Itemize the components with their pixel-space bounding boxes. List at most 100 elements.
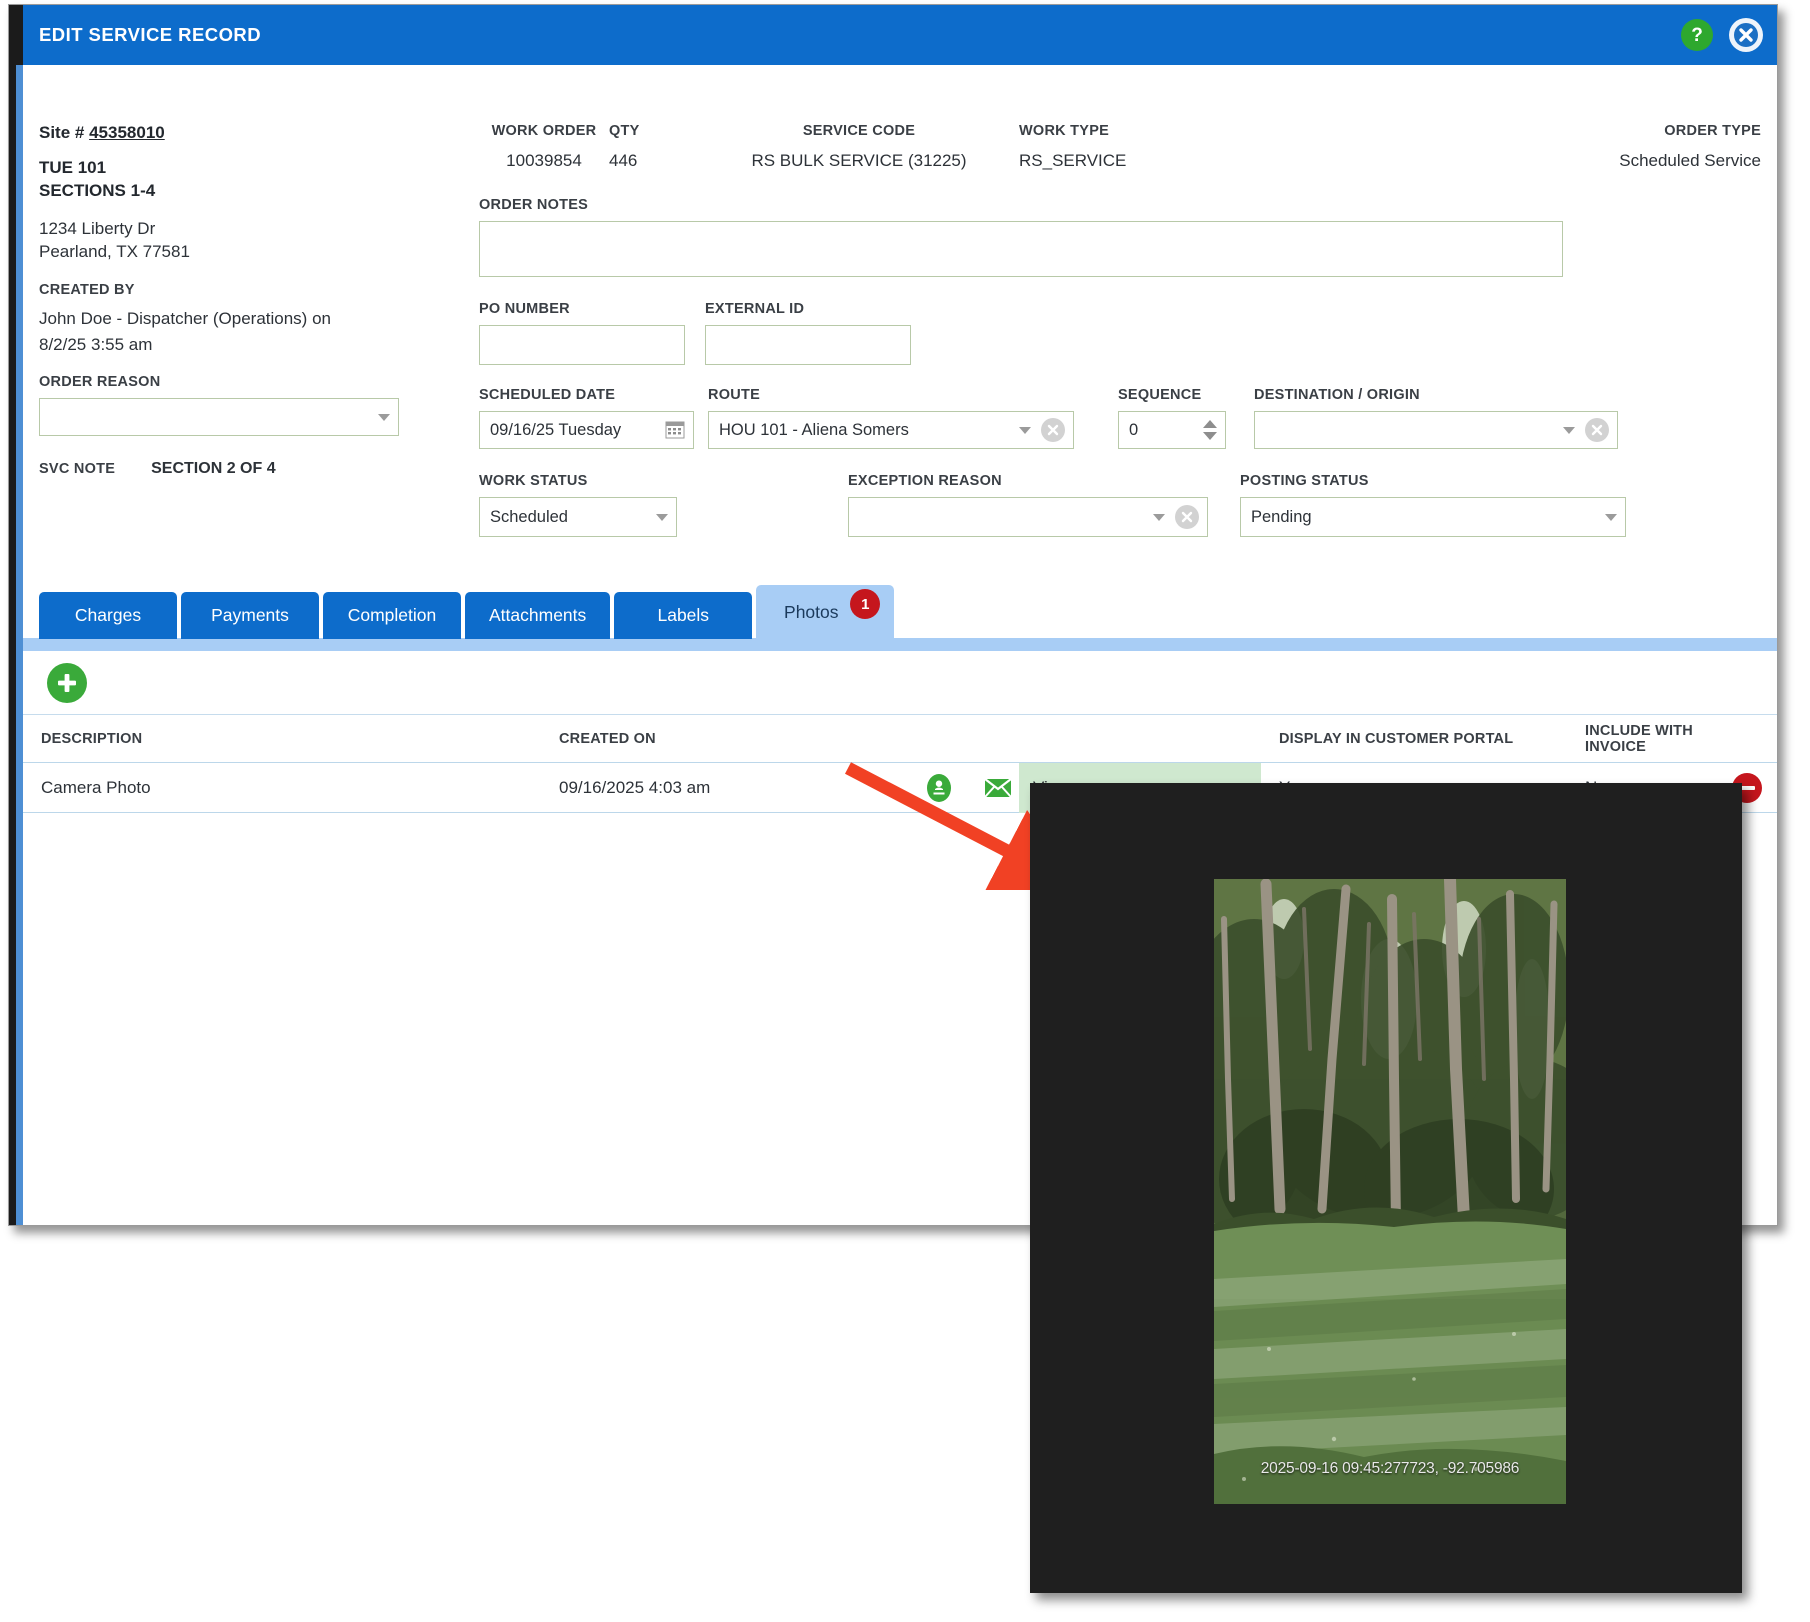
photos-toolbar (23, 651, 1777, 715)
spinner-up-icon[interactable] (1203, 420, 1217, 428)
external-id-field: EXTERNAL ID (705, 301, 911, 365)
sequence-spinner[interactable] (1203, 420, 1217, 440)
external-id-input[interactable] (705, 325, 911, 365)
cell-created-on: 09/16/2025 4:03 am (559, 778, 711, 797)
site-info-panel: Site # 45358010 TUE 101 SECTIONS 1-4 123… (39, 123, 459, 478)
col-description: DESCRIPTION (41, 730, 143, 747)
clear-exception-icon[interactable] (1175, 505, 1199, 529)
email-icon[interactable] (977, 777, 1019, 799)
work-type-value: RS_SERVICE (1019, 151, 1127, 170)
close-icon-glyph (1734, 23, 1758, 47)
dialog-body: Site # 45358010 TUE 101 SECTIONS 1-4 123… (23, 65, 1777, 813)
photo-preview-image: 2025-09-16 09:45:277723, -92.705986 (1214, 879, 1566, 1504)
created-by-value: John Doe - Dispatcher (Operations) on 8/… (39, 306, 459, 359)
clear-route-glyph (1043, 420, 1063, 440)
work-type-label: WORK TYPE (1019, 123, 1110, 139)
route-select[interactable]: HOU 101 - Aliena Somers (708, 411, 1074, 449)
chevron-down-icon (1605, 513, 1617, 521)
exception-reason-select[interactable] (848, 497, 1208, 537)
titlebar-actions: ? (1681, 18, 1763, 52)
chevron-down-icon (1153, 513, 1165, 521)
close-icon[interactable] (1729, 18, 1763, 52)
tab-labels[interactable]: Labels (614, 592, 753, 639)
route-field: ROUTE HOU 101 - Aliena Somers (708, 387, 1074, 449)
add-photo-button[interactable] (47, 662, 87, 703)
tab-completion-label: Completion (347, 605, 437, 625)
address-line-2: Pearland, TX 77581 (39, 242, 190, 262)
tab-attachments[interactable]: Attachments (465, 592, 611, 639)
tab-bar: Charges Payments Completion Attachments (23, 585, 1777, 639)
plus-icon (58, 673, 76, 692)
help-glyph: ? (1691, 24, 1703, 46)
exception-reason-label: EXCEPTION REASON (848, 473, 1002, 489)
work-status-select[interactable]: Scheduled (479, 497, 677, 537)
record-tabs-section: Charges Payments Completion Attachments (23, 585, 1777, 813)
posting-status-field: POSTING STATUS Pending (1240, 473, 1626, 537)
clear-exception-glyph (1177, 507, 1197, 527)
destination-origin-select[interactable] (1254, 411, 1618, 449)
order-reason-select[interactable] (39, 398, 399, 437)
tab-underline (23, 638, 1777, 651)
created-by-line-1: John Doe - Dispatcher (Operations) on (39, 308, 331, 328)
schedule-row: SCHEDULED DATE 09/16/25 Tuesday (479, 387, 1761, 449)
sequence-stepper[interactable]: 0 (1118, 411, 1226, 449)
qty-label: QTY (609, 123, 640, 139)
created-by-label: CREATED BY (39, 281, 135, 298)
site-name: TUE 101 SECTIONS 1-4 (39, 157, 459, 203)
tab-charges[interactable]: Charges (39, 592, 177, 639)
po-number-label: PO NUMBER (479, 301, 570, 317)
clear-route-icon[interactable] (1041, 418, 1065, 442)
page-title: EDIT SERVICE RECORD (39, 24, 262, 45)
site-line: Site # 45358010 (39, 123, 459, 143)
destination-origin-label: DESTINATION / ORIGIN (1254, 387, 1420, 403)
site-number-link[interactable]: 45358010 (89, 123, 165, 142)
po-external-row: PO NUMBER EXTERNAL ID (479, 301, 1761, 365)
photo-scene-illustration (1214, 879, 1566, 1504)
order-summary-grid: WORK ORDER QTY SERVICE CODE WORK TYPE OR… (479, 123, 1761, 171)
chevron-down-icon (1019, 426, 1031, 434)
tab-photos[interactable]: Photos 1 (756, 585, 895, 639)
address-line-1: 1234 Liberty Dr (39, 218, 156, 238)
tab-payments[interactable]: Payments (181, 592, 319, 639)
scheduled-date-value: 09/16/25 Tuesday (490, 420, 622, 439)
col-display-in-customer-portal: DISPLAY IN CUSTOMER PORTAL (1279, 730, 1514, 747)
stamp-icon[interactable] (901, 773, 977, 803)
svc-note-row: SVC NOTE SECTION 2 OF 4 (39, 460, 459, 478)
tab-photos-label: Photos (784, 601, 839, 622)
sequence-field: SEQUENCE 0 (1118, 387, 1226, 449)
spinner-down-icon[interactable] (1203, 432, 1217, 440)
scheduled-date-label: SCHEDULED DATE (479, 387, 616, 403)
po-number-input[interactable] (479, 325, 685, 365)
external-id-label: EXTERNAL ID (705, 301, 805, 317)
order-reason-label: ORDER REASON (39, 374, 161, 391)
tab-attachments-label: Attachments (489, 605, 587, 625)
po-number-field: PO NUMBER (479, 301, 685, 365)
order-notes-input[interactable] (479, 221, 1563, 277)
delete-icon-bar (1739, 786, 1755, 790)
scheduled-date-field: SCHEDULED DATE 09/16/25 Tuesday (479, 387, 694, 449)
order-form-panel: WORK ORDER QTY SERVICE CODE WORK TYPE OR… (479, 123, 1761, 537)
scheduled-date-input[interactable]: 09/16/25 Tuesday (479, 411, 694, 449)
posting-status-value: Pending (1251, 507, 1312, 526)
service-code-value: RS BULK SERVICE (31225) (751, 151, 967, 170)
work-status-field: WORK STATUS Scheduled (479, 473, 677, 537)
posting-status-select[interactable]: Pending (1240, 497, 1626, 537)
email-icon-glyph (984, 778, 1012, 798)
status-row: WORK STATUS Scheduled EXCEPTION REASON (479, 473, 1761, 537)
photo-preview-popup[interactable]: 2025-09-16 09:45:277723, -92.705986 (1030, 783, 1742, 1593)
tab-payments-label: Payments (211, 605, 289, 625)
qty-value: 446 (609, 151, 638, 170)
help-icon[interactable]: ? (1681, 19, 1713, 51)
tab-completion[interactable]: Completion (323, 592, 461, 639)
route-value: HOU 101 - Aliena Somers (719, 420, 909, 439)
chevron-down-icon (378, 413, 390, 421)
order-type-value: Scheduled Service (1619, 151, 1761, 170)
clear-destination-icon[interactable] (1585, 418, 1609, 442)
clear-destination-glyph (1587, 420, 1607, 440)
sequence-label: SEQUENCE (1118, 387, 1202, 403)
created-by-line-2: 8/2/25 3:55 am (39, 335, 153, 355)
site-name-line1: TUE 101 (39, 158, 107, 177)
calendar-icon[interactable] (665, 421, 685, 439)
edit-service-record-dialog: EDIT SERVICE RECORD ? (8, 4, 1778, 1226)
